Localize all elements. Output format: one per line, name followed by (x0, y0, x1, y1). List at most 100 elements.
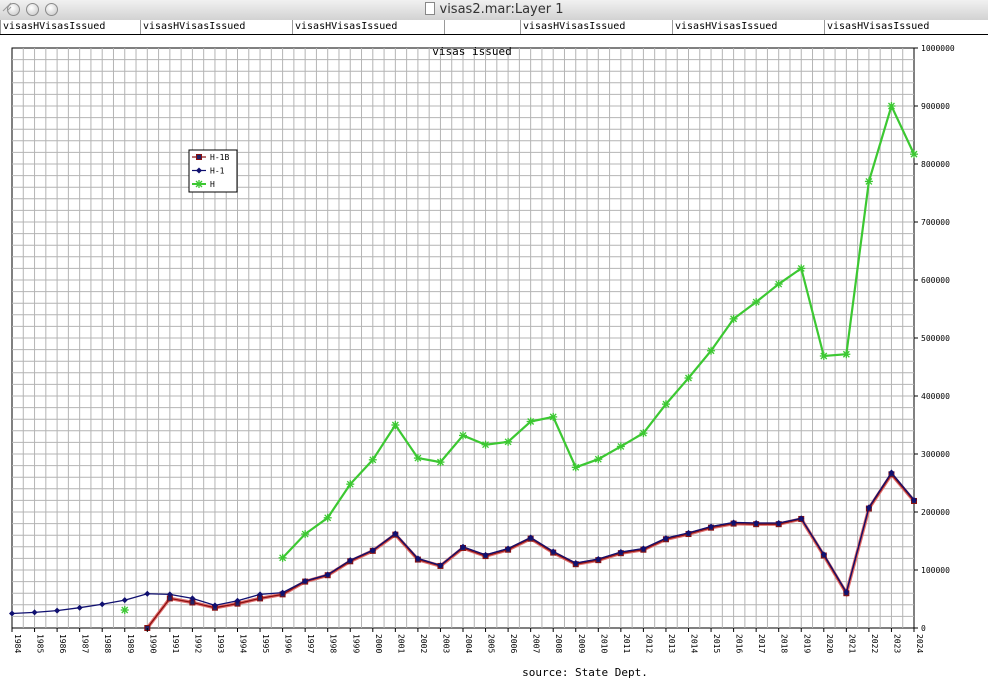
data-point (196, 167, 202, 174)
data-point (324, 571, 331, 578)
data-point (120, 606, 129, 615)
x-tick-label: 1997 (306, 634, 315, 653)
x-tick-label: 2014 (690, 634, 699, 653)
window-title: visas2.mar:Layer 1 (0, 2, 988, 17)
data-point (797, 264, 806, 273)
column-header-2[interactable]: visasHVisasIssued (140, 20, 292, 34)
chart-caption: source: State Dept. (522, 666, 648, 679)
data-point (595, 555, 602, 562)
minimize-button[interactable] (26, 3, 39, 16)
x-tick-label: 1996 (284, 634, 293, 653)
data-point (279, 589, 286, 596)
data-point (392, 530, 399, 537)
y-tick-label: 400000 (921, 392, 950, 401)
x-tick-label: 2022 (870, 634, 879, 653)
data-point (707, 346, 716, 355)
data-point (459, 431, 467, 440)
data-point (820, 551, 827, 558)
column-header-3[interactable]: visasHVisasIssued (292, 20, 444, 34)
data-point (639, 429, 648, 438)
x-tick-label: 1995 (261, 634, 270, 653)
column-header-bar: visasHVisasIssued visasHVisasIssued visa… (0, 20, 988, 35)
data-point (437, 562, 444, 569)
data-point (685, 529, 692, 536)
x-tick-label: 1989 (126, 634, 135, 653)
data-point (843, 589, 850, 596)
data-point (910, 150, 918, 159)
data-point (144, 590, 151, 597)
x-tick-label: 2011 (622, 634, 631, 653)
x-tick-label: 2023 (892, 634, 901, 653)
data-point (865, 504, 872, 511)
data-point (368, 455, 377, 464)
y-tick-label: 1000000 (921, 44, 955, 53)
chart-title: visas issued (432, 45, 511, 58)
legend-label: H-1 (210, 167, 225, 176)
x-tick-label: 1998 (329, 634, 338, 653)
data-point (775, 520, 782, 527)
column-header-7[interactable]: visasHVisasIssued (824, 20, 988, 34)
data-point (347, 557, 354, 564)
x-tick-label: 2003 (441, 634, 450, 653)
data-point (369, 547, 376, 554)
y-tick-label: 900000 (921, 102, 950, 111)
x-tick-label: 2012 (644, 634, 653, 653)
chart-axes: 0 100000 200000 300000 400000 500000 600000 700… (11, 44, 955, 653)
y-tick-label: 300000 (921, 450, 950, 459)
data-point (481, 440, 490, 449)
data-point (729, 314, 738, 323)
data-point (661, 400, 670, 409)
y-tick-label: 800000 (921, 160, 950, 169)
x-tick-label: 2006 (509, 634, 518, 653)
legend-entry-h-1b: H-1B (192, 153, 229, 162)
data-point (911, 496, 917, 503)
data-point (391, 421, 400, 429)
data-point (76, 604, 83, 611)
x-tick-label: 1984 (13, 634, 22, 653)
data-point (527, 534, 534, 541)
data-point (278, 553, 287, 562)
column-header-1[interactable]: visasHVisasIssued (0, 20, 140, 34)
column-header-6[interactable]: visasHVisasIssued (672, 20, 824, 34)
x-tick-label: 1985 (36, 634, 45, 653)
x-tick-label: 1991 (171, 634, 180, 653)
x-tick-label: 1994 (239, 634, 248, 653)
x-tick-label: 1990 (148, 634, 157, 653)
column-header-5[interactable]: visasHVisasIssued (520, 20, 672, 34)
data-point (594, 455, 603, 464)
data-point (99, 601, 106, 608)
x-tick-label: 2018 (780, 634, 789, 653)
zoom-button[interactable] (45, 3, 58, 16)
data-point (234, 597, 241, 604)
data-point (436, 458, 445, 467)
x-tick-label: 2007 (532, 634, 541, 653)
data-point (460, 543, 466, 550)
series-h (120, 102, 918, 615)
x-tick-label: 1986 (58, 634, 67, 653)
data-point (730, 519, 737, 526)
x-tick-label: 2010 (599, 634, 608, 653)
y-tick-label: 500000 (921, 334, 950, 343)
chart-grid (11, 47, 915, 629)
resize-grip-icon[interactable] (0, 0, 12, 12)
data-point (31, 609, 38, 616)
column-header-4[interactable] (444, 20, 520, 34)
data-point (346, 480, 355, 489)
data-point (166, 591, 173, 598)
y-tick-label: 100000 (921, 566, 950, 575)
data-point (888, 469, 895, 476)
data-point (257, 591, 264, 598)
x-tick-label: 1987 (81, 634, 90, 653)
x-tick-label: 2024 (915, 634, 924, 653)
data-point (550, 548, 557, 555)
data-point (9, 610, 15, 617)
data-point (121, 597, 128, 604)
data-point (549, 412, 558, 421)
data-point (616, 442, 625, 451)
close-button[interactable] (7, 3, 20, 16)
x-tick-label: 2002 (419, 634, 428, 653)
data-point (505, 545, 512, 552)
x-tick-label: 2015 (712, 634, 721, 653)
data-point (752, 298, 761, 307)
window-title-text: visas2.mar:Layer 1 (439, 2, 564, 17)
